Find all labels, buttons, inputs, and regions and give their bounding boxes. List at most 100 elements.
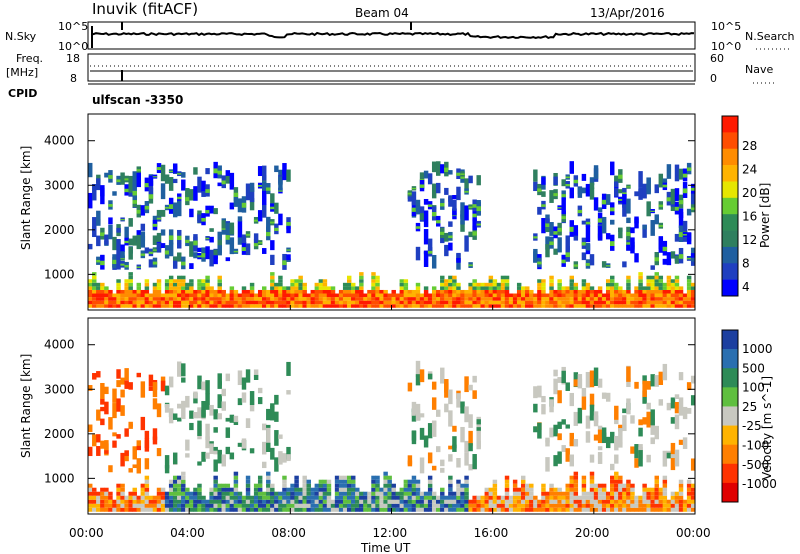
velocity-cell xyxy=(525,495,530,500)
freq-panel: Freq. [MHz] 18 8 60 0 Nave xyxy=(6,52,777,85)
velocity-cell xyxy=(185,453,190,458)
velocity-cell xyxy=(407,483,413,488)
velocity-cell xyxy=(605,436,611,449)
velocity-cell xyxy=(177,487,182,492)
power-cell xyxy=(553,289,558,294)
velocity-cell xyxy=(573,499,579,504)
power-cell xyxy=(318,286,324,290)
power-cell xyxy=(290,279,295,283)
velocity-cell xyxy=(686,487,692,492)
power-cell xyxy=(290,304,295,308)
velocity-cell xyxy=(367,503,372,508)
velocity-cell xyxy=(233,471,239,476)
velocity-cell xyxy=(630,499,635,504)
power-cell xyxy=(561,194,566,197)
velocity-cell xyxy=(351,491,356,496)
velocity-cell xyxy=(492,499,498,504)
power-cell xyxy=(682,297,688,301)
power-cell xyxy=(642,224,647,238)
velocity-cell xyxy=(217,413,222,420)
velocity-cell xyxy=(658,491,664,496)
power-cell xyxy=(160,183,166,200)
velocity-cell xyxy=(286,390,291,395)
velocity-cell xyxy=(217,373,222,389)
power-cell xyxy=(670,279,676,283)
power-cell xyxy=(411,207,417,212)
velocity-cell xyxy=(201,400,206,418)
velocity-cell xyxy=(338,491,344,496)
velocity-cell xyxy=(383,503,388,508)
velocity-cell xyxy=(581,499,587,504)
velocity-cell xyxy=(132,507,137,512)
velocity-cell xyxy=(431,499,437,504)
power-cell xyxy=(116,227,121,233)
power-cell xyxy=(156,293,162,298)
velocity-cell xyxy=(395,491,400,496)
velocity-cell xyxy=(529,491,534,496)
power-cell xyxy=(270,297,275,301)
velocity-cell xyxy=(144,475,150,480)
velocity-cell xyxy=(172,475,178,480)
power-colorbar-swatch xyxy=(722,148,738,166)
power-cell xyxy=(585,286,591,290)
velocity-cell xyxy=(480,495,485,500)
power-cell xyxy=(650,210,655,212)
power-cell xyxy=(512,297,518,301)
power-cell xyxy=(88,300,93,305)
power-cell xyxy=(492,279,498,283)
power-cell xyxy=(650,286,655,290)
velocity-cell xyxy=(221,491,226,496)
power-cell xyxy=(168,286,174,290)
velocity-cell xyxy=(294,491,299,496)
power-cell xyxy=(96,293,101,298)
power-cell xyxy=(597,218,603,223)
velocity-cell xyxy=(484,487,490,492)
velocity-cell xyxy=(177,495,182,500)
velocity-cell xyxy=(245,475,251,480)
velocity-cell xyxy=(375,499,380,504)
velocity-cell xyxy=(116,499,121,504)
power-cell xyxy=(282,169,287,181)
power-cell xyxy=(140,205,146,216)
power-cell xyxy=(314,300,320,305)
velocity-cell xyxy=(573,475,579,480)
velocity-cell xyxy=(334,495,340,500)
velocity-cell xyxy=(92,503,97,508)
velocity-cell xyxy=(124,503,129,508)
velocity-cell xyxy=(670,397,676,409)
velocity-cell xyxy=(342,503,348,508)
power-cell xyxy=(310,297,316,301)
velocity-cell xyxy=(391,495,396,500)
power-cell xyxy=(318,279,324,283)
power-cell xyxy=(484,293,490,298)
power-cell xyxy=(225,222,231,234)
power-cell xyxy=(476,293,481,298)
velocity-cell xyxy=(177,499,182,504)
power-cell xyxy=(674,289,680,294)
x-tick-label: 04:00 xyxy=(170,526,205,540)
power-cell xyxy=(156,300,162,305)
velocity-cell xyxy=(164,503,170,508)
power-cell xyxy=(164,206,170,209)
velocity-cell xyxy=(618,495,623,500)
power-cell xyxy=(686,300,692,305)
power-cell xyxy=(662,178,668,183)
power-cell xyxy=(371,279,376,283)
velocity-cell xyxy=(427,423,433,439)
power-cell xyxy=(399,304,405,308)
power-colorbar-label: 16 xyxy=(742,210,757,224)
power-cell xyxy=(614,293,619,298)
power-cell xyxy=(213,249,218,256)
velocity-cell xyxy=(152,398,158,410)
power-cell xyxy=(229,222,235,235)
power-cell xyxy=(112,236,117,251)
velocity-cell xyxy=(626,495,631,500)
velocity-cell xyxy=(100,440,105,449)
velocity-cell xyxy=(177,403,182,409)
power-cell xyxy=(618,174,623,179)
power-cell xyxy=(682,173,688,178)
velocity-cell xyxy=(112,503,117,508)
velocity-cell xyxy=(124,368,129,381)
velocity-cell xyxy=(553,455,558,467)
power-cell xyxy=(581,187,587,194)
